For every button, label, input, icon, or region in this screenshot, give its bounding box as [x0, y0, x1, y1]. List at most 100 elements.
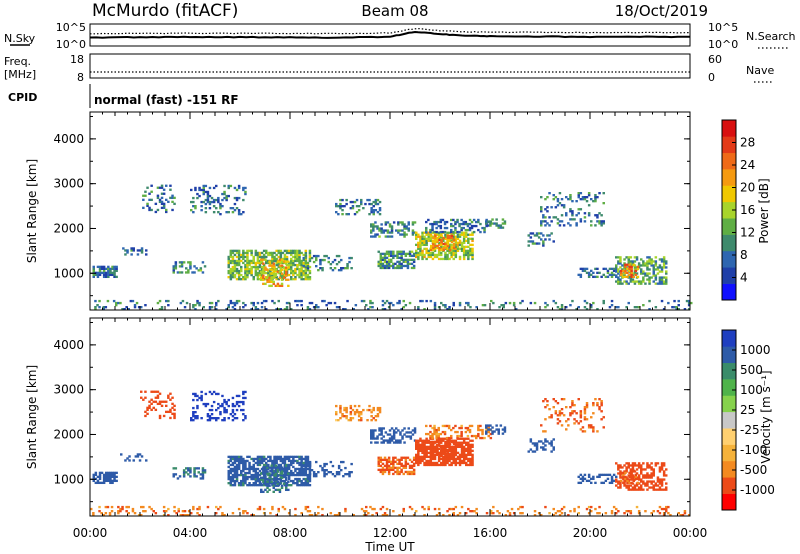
- data-cell: [390, 231, 394, 234]
- data-cell: [268, 264, 271, 267]
- data-cell: [427, 447, 430, 451]
- data-cell: [172, 265, 175, 268]
- data-cell: [183, 306, 187, 309]
- data-cell: [283, 471, 287, 475]
- data-cell: [279, 265, 283, 269]
- data-cell: [646, 476, 649, 479]
- data-cell: [287, 465, 291, 469]
- data-cell: [412, 514, 416, 517]
- data-cell: [285, 464, 288, 467]
- data-cell: [437, 257, 441, 261]
- data-cell: [287, 267, 291, 271]
- data-cell: [268, 280, 271, 284]
- data-cell: [633, 256, 637, 259]
- data-cell: [315, 460, 318, 464]
- data-cell: [169, 184, 172, 187]
- data-cell: [242, 400, 245, 404]
- data-cell: [417, 306, 420, 309]
- data-cell: [447, 424, 451, 428]
- data-cell: [462, 253, 466, 257]
- data-cell: [252, 265, 255, 269]
- data-cell: [442, 455, 445, 459]
- data-cell: [608, 273, 612, 277]
- data-cell: [617, 262, 620, 265]
- data-cell: [392, 468, 395, 472]
- data-cell: [443, 220, 447, 224]
- data-cell: [382, 441, 385, 444]
- nave-tick-low: 0: [708, 71, 715, 84]
- data-cell: [634, 473, 638, 477]
- data-cell: [629, 262, 633, 265]
- data-cell: [387, 266, 391, 270]
- data-cell: [384, 439, 388, 442]
- data-cell: [445, 436, 449, 440]
- data-cell: [264, 480, 267, 483]
- data-cell: [405, 431, 408, 434]
- data-cell: [337, 512, 341, 515]
- data-cell: [92, 475, 95, 479]
- data-cell: [372, 225, 375, 228]
- data-cell: [631, 486, 635, 489]
- data-cell: [327, 471, 330, 474]
- data-cell: [194, 308, 197, 311]
- data-cell: [425, 230, 428, 234]
- data-cell: [408, 466, 412, 470]
- data-cell: [450, 507, 453, 511]
- data-cell: [237, 251, 241, 255]
- data-cell: [342, 308, 345, 311]
- data-cell: [456, 233, 460, 236]
- data-cell: [287, 261, 291, 265]
- data-cell: [481, 428, 484, 432]
- data-cell: [444, 457, 447, 461]
- data-cell: [274, 474, 278, 477]
- data-cell: [304, 256, 308, 260]
- colorbar-segment: [722, 362, 736, 380]
- data-cell: [448, 514, 451, 517]
- data-cell: [400, 458, 403, 462]
- data-cell: [306, 505, 310, 509]
- data-cell: [280, 470, 284, 473]
- data-cell: [150, 190, 153, 193]
- data-cell: [468, 218, 472, 222]
- data-cell: [421, 447, 424, 451]
- data-cell: [280, 268, 284, 271]
- data-cell: [340, 269, 343, 272]
- data-cell: [349, 413, 353, 416]
- data-cell: [264, 488, 267, 492]
- data-cell: [246, 467, 249, 471]
- data-cell: [437, 439, 441, 442]
- data-cell: [229, 469, 233, 473]
- data-cell: [300, 251, 303, 255]
- data-cell: [279, 479, 283, 483]
- data-cell: [423, 439, 426, 442]
- data-cell: [215, 308, 218, 311]
- data-cell: [431, 453, 435, 457]
- data-cell: [278, 258, 282, 261]
- data-cell: [429, 253, 433, 257]
- data-cell: [337, 419, 340, 422]
- data-cell: [569, 406, 572, 409]
- data-cell: [210, 196, 214, 200]
- data-cell: [262, 470, 265, 473]
- data-cell: [440, 257, 443, 261]
- data-cell: [460, 445, 464, 449]
- data-cell: [648, 280, 651, 283]
- data-cell: [569, 194, 572, 197]
- data-cell: [585, 301, 589, 305]
- data-cell: [471, 253, 474, 257]
- data-cell: [490, 512, 493, 515]
- data-cell: [244, 467, 247, 471]
- data-cell: [231, 211, 235, 214]
- data-cell: [462, 451, 466, 455]
- data-cell: [617, 270, 620, 273]
- data-cell: [617, 466, 620, 469]
- data-cell: [456, 436, 459, 440]
- data-cell: [544, 220, 547, 223]
- data-cell: [308, 469, 312, 472]
- data-cell: [423, 235, 426, 238]
- data-cell: [194, 304, 197, 307]
- data-cell: [160, 192, 164, 195]
- data-cell: [437, 512, 441, 515]
- data-cell: [444, 448, 448, 452]
- data-cell: [260, 306, 264, 309]
